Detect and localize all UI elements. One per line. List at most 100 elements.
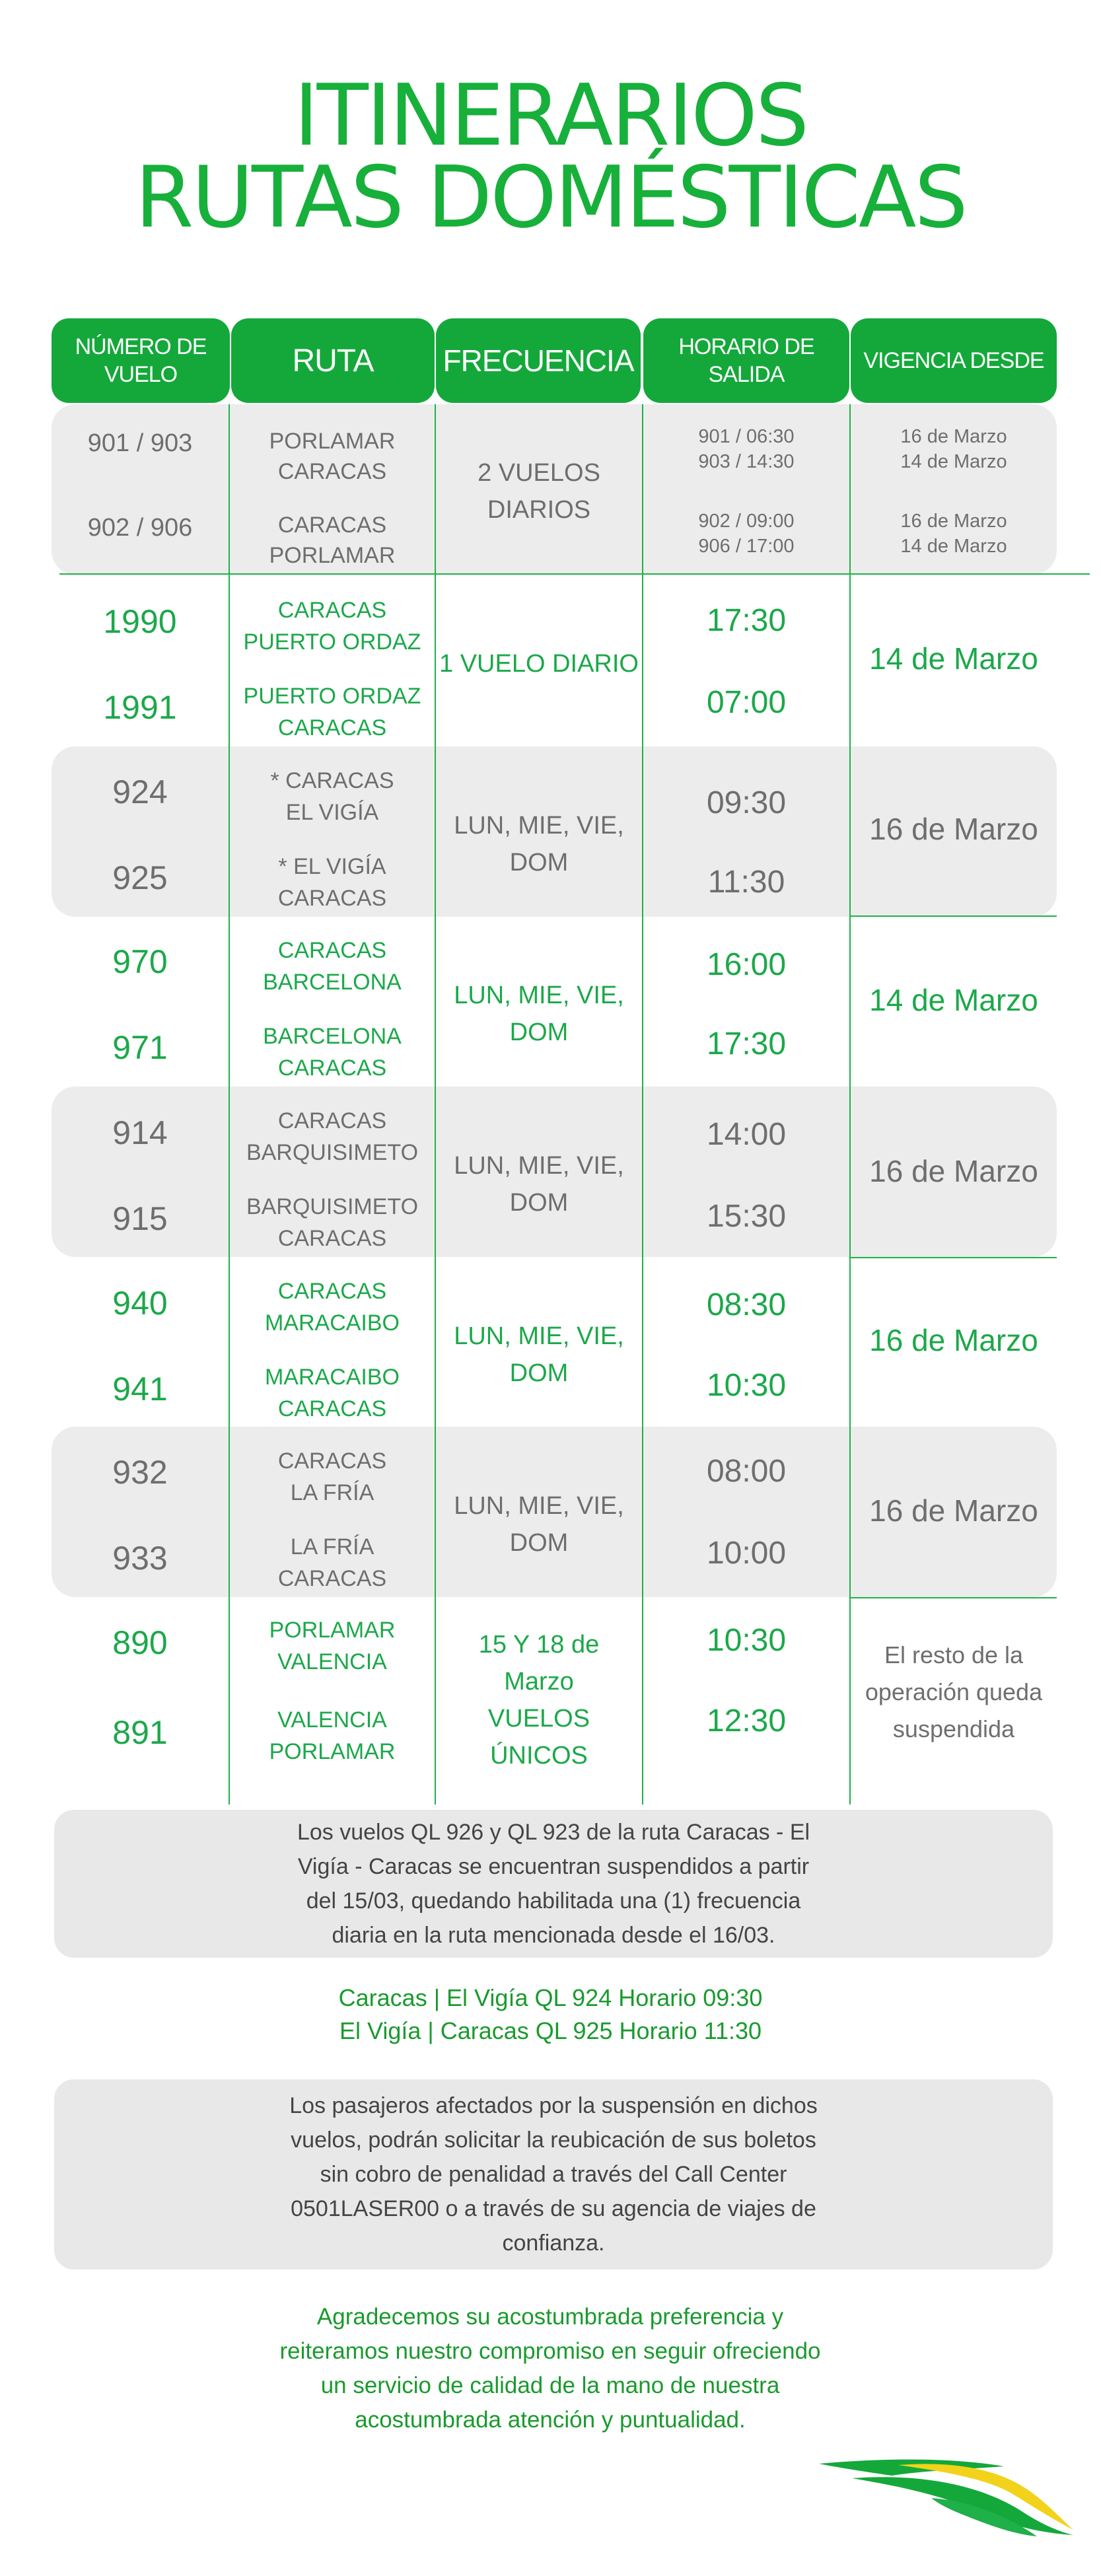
- route-cell: CARACAS LA FRÍA: [230, 1445, 435, 1509]
- validity-text: El resto de la: [884, 1641, 1024, 1668]
- header-validity-label: VIGENCIA DESDE: [863, 347, 1044, 373]
- route-destination: CARACAS: [277, 715, 387, 740]
- flight-number: 925: [112, 859, 168, 896]
- route-origin: PUERTO ORDAZ: [243, 684, 421, 709]
- closing-line: Agradecemos su acostumbrada preferencia …: [316, 2304, 784, 2330]
- route-cell: * CARACAS EL VIGÍA: [230, 765, 435, 828]
- title-line-2: RUTAS DOMÉSTICAS: [135, 149, 968, 247]
- departure-time-cell: 902 / 09:00 906 / 17:00: [643, 509, 849, 559]
- route-origin: BARCELONA: [263, 1024, 402, 1049]
- column-divider: [849, 404, 851, 1805]
- suspension-notice-text: Los vuelos QL 926 y QL 923 de la ruta Ca…: [256, 1815, 851, 1952]
- flight-number: 891: [112, 1714, 168, 1751]
- row-divider: [849, 1257, 1057, 1258]
- frequency-text: LUN, MIE, VIE,: [454, 812, 624, 840]
- header-departure-time: HORARIO DE SALIDA: [643, 318, 849, 403]
- header-validity: VIGENCIA DESDE: [851, 318, 1057, 403]
- route-origin: PORLAMAR: [269, 429, 396, 454]
- departure-time: 901 / 06:30: [698, 426, 795, 447]
- route-origin: BARQUISIMETO: [246, 1194, 419, 1219]
- validity-date: 16 de Marzo: [869, 1154, 1038, 1188]
- header-flight-line2: VUELO: [104, 362, 178, 387]
- departure-time: 07:00: [706, 685, 787, 720]
- notice-line: Los vuelos QL 926 y QL 923 de la ruta Ca…: [297, 1820, 810, 1845]
- flight-number: 890: [112, 1624, 168, 1661]
- flight-number: 971: [112, 1029, 168, 1066]
- route-destination: CARACAS: [277, 1566, 387, 1591]
- route-destination: LA FRÍA: [290, 1480, 374, 1505]
- row-divider: [849, 1597, 1057, 1598]
- route-destination: BARQUISIMETO: [246, 1140, 419, 1165]
- route-cell: BARQUISIMETO CARACAS: [230, 1191, 435, 1254]
- route-destination: VALENCIA: [277, 1649, 387, 1674]
- closing-line: un servicio de calidad de la mano de nue…: [320, 2373, 780, 2398]
- frequency-text: Marzo: [504, 1668, 574, 1696]
- route-origin: PORLAMAR: [269, 1618, 396, 1643]
- flight-number: 902 / 906: [87, 514, 193, 542]
- route-destination: CARACAS: [277, 459, 387, 484]
- closing-line: acostumbrada atención y puntualidad.: [355, 2407, 746, 2433]
- notice-line: Vigía - Caracas se encuentran suspendido…: [297, 1854, 810, 1879]
- route-origin: MARACAIBO: [264, 1365, 400, 1390]
- column-divider: [642, 404, 643, 1805]
- frequency-text: DIARIOS: [487, 496, 591, 524]
- row-band-6: [52, 1427, 1057, 1597]
- notice-line: 0501LASER00 o a través de su agencia de …: [291, 2196, 816, 2221]
- flight-number: 914: [112, 1114, 168, 1151]
- notice-line: diaria en la ruta mencionada desde el 16…: [332, 1923, 775, 1948]
- header-flight-number: NÚMERO DE VUELO: [52, 318, 230, 403]
- header-frequency-label: FRECUENCIA: [443, 343, 634, 378]
- frequency-text: 15 Y 18 de: [478, 1631, 600, 1659]
- header-time-line1: HORARIO DE: [678, 334, 814, 359]
- departure-time: 10:00: [706, 1536, 787, 1571]
- route-cell: PORLAMAR CARACAS: [230, 426, 435, 487]
- column-divider: [229, 404, 230, 1805]
- route-cell: PUERTO ORDAZ CARACAS: [230, 680, 435, 744]
- notice-line: confianza.: [502, 2231, 605, 2256]
- frequency-text: DOM: [509, 849, 569, 877]
- validity-date: 14 de Marzo: [900, 536, 1007, 557]
- validity-date: 16 de Marzo: [900, 426, 1007, 447]
- departure-time: 17:30: [706, 1026, 787, 1061]
- validity-cell: 16 de Marzo 14 de Marzo: [851, 424, 1057, 474]
- frequency-cell: 2 VUELOS DIARIOS: [436, 454, 642, 528]
- departure-time: 10:30: [706, 1368, 787, 1403]
- route-cell: CARACAS PUERTO ORDAZ: [230, 594, 435, 658]
- validity-date: 16 de Marzo: [869, 1323, 1038, 1357]
- validity-date: 14 de Marzo: [900, 451, 1007, 472]
- frequency-text: LUN, MIE, VIE,: [454, 1322, 624, 1350]
- validity-text: suspendida: [892, 1715, 1015, 1742]
- departure-time: 09:30: [706, 785, 787, 820]
- flight-number: 933: [112, 1540, 168, 1577]
- flight-number: 970: [112, 943, 168, 980]
- flight-number: 932: [112, 1454, 168, 1491]
- validity-date: 16 de Marzo: [869, 1493, 1038, 1528]
- frequency-text: DOM: [509, 1359, 569, 1387]
- notice-line: sin cobro de penalidad a través del Call…: [320, 2162, 787, 2187]
- route-destination: PUERTO ORDAZ: [243, 629, 421, 655]
- header-route-label: RUTA: [292, 343, 374, 378]
- closing-message: Agradecemos su acostumbrada preferencia …: [251, 2300, 849, 2437]
- route-cell: VALENCIA PORLAMAR: [230, 1704, 435, 1768]
- frequency-cell: LUN, MIE, VIE, DOM: [436, 977, 642, 1051]
- notice-line: del 15/03, quedando habilitada una (1) f…: [306, 1888, 801, 1914]
- validity-date: 14 de Marzo: [869, 983, 1038, 1017]
- frequency-text: 1 VUELO DIARIO: [439, 650, 639, 678]
- rebooking-notice-text: Los pasajeros afectados por la suspensió…: [256, 2089, 851, 2260]
- route-destination: MARACAIBO: [264, 1310, 400, 1336]
- flight-number: 1991: [103, 689, 177, 726]
- validity-date: 16 de Marzo: [869, 812, 1038, 846]
- route-cell: PORLAMAR VALENCIA: [230, 1614, 435, 1678]
- departure-time: 11:30: [707, 865, 785, 900]
- frequency-text: DOM: [509, 1019, 569, 1046]
- rebooking-notice: Los pasajeros afectados por la suspensió…: [54, 2079, 1053, 2270]
- route-destination: PORLAMAR: [269, 1739, 396, 1764]
- departure-time: 903 / 14:30: [698, 451, 795, 472]
- route-cell: CARACAS MARACAIBO: [230, 1275, 435, 1339]
- route-cell: BARCELONA CARACAS: [230, 1020, 435, 1084]
- departure-time: 16:00: [706, 947, 787, 982]
- route-cell: MARACAIBO CARACAS: [230, 1361, 435, 1425]
- route-origin: VALENCIA: [277, 1707, 387, 1733]
- column-divider: [435, 404, 436, 1805]
- route-destination: CARACAS: [277, 1396, 387, 1421]
